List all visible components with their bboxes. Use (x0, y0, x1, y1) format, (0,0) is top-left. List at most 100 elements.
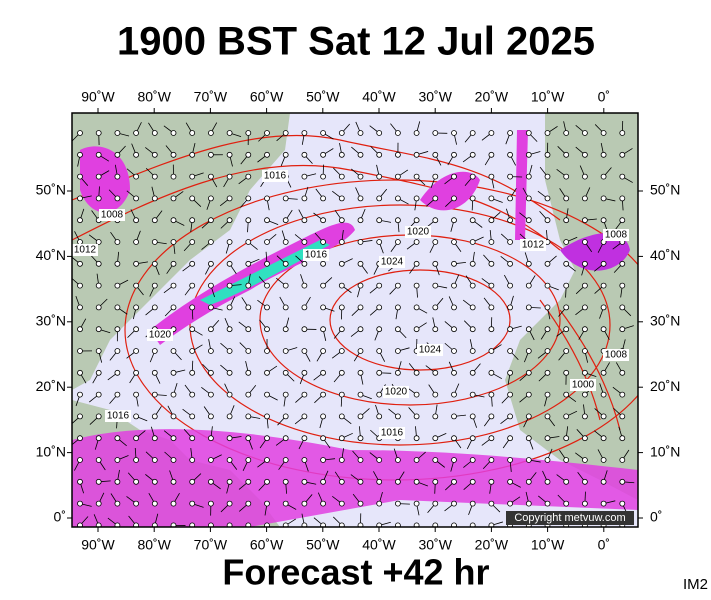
station (338, 130, 345, 136)
station (376, 326, 383, 333)
station (189, 326, 196, 333)
station (488, 151, 495, 158)
station (320, 500, 327, 507)
isobar-label: 1016 (381, 428, 404, 439)
lon-label-bottom: 50˚W (306, 537, 340, 553)
station (432, 151, 439, 158)
station (95, 130, 102, 136)
station (507, 369, 514, 376)
station (619, 195, 626, 202)
isobar-label-box (417, 344, 443, 356)
station (507, 391, 514, 398)
station (600, 369, 607, 376)
station (469, 239, 476, 245)
station (619, 130, 626, 136)
station (264, 151, 270, 158)
station (432, 391, 439, 398)
station (413, 391, 420, 398)
station (413, 304, 420, 311)
station (394, 369, 401, 376)
station (488, 173, 495, 180)
station (357, 478, 364, 485)
station (338, 413, 345, 420)
station (507, 478, 514, 485)
station (432, 369, 439, 376)
lon-label-top: 40˚W (362, 89, 396, 105)
station (226, 217, 233, 224)
station (264, 130, 270, 136)
station (264, 195, 270, 202)
station (301, 369, 308, 376)
station (338, 457, 345, 463)
station (582, 326, 588, 333)
station (394, 151, 401, 158)
station (469, 500, 476, 507)
station (582, 478, 588, 485)
station (525, 282, 532, 289)
station (114, 522, 121, 527)
station (170, 413, 177, 420)
station (170, 522, 177, 527)
station (189, 173, 196, 180)
station (189, 457, 196, 463)
station (619, 478, 626, 485)
station (264, 217, 270, 224)
station (95, 457, 102, 463)
station (338, 195, 345, 202)
station (207, 457, 214, 463)
station (301, 326, 308, 333)
station (282, 413, 289, 420)
station (357, 260, 364, 267)
station (207, 348, 214, 354)
station (469, 326, 476, 333)
station (469, 522, 476, 527)
station (376, 195, 383, 202)
station (207, 500, 214, 507)
station (469, 130, 476, 136)
station (189, 478, 196, 485)
station (264, 304, 270, 311)
station (77, 304, 83, 311)
isobar-label: 1020 (407, 227, 430, 238)
station (432, 457, 439, 463)
station (226, 413, 233, 420)
station (264, 369, 270, 376)
station (582, 282, 588, 289)
station (95, 435, 102, 442)
station (133, 195, 140, 202)
station (170, 239, 177, 245)
station (600, 195, 607, 202)
station (189, 391, 196, 398)
station (488, 239, 495, 245)
station (507, 326, 514, 333)
station (95, 304, 102, 311)
station (507, 173, 514, 180)
station (189, 130, 196, 136)
station (301, 130, 308, 136)
station (245, 304, 252, 311)
station (488, 217, 495, 224)
station (600, 260, 607, 267)
station (207, 304, 214, 311)
station (245, 326, 252, 333)
station (357, 457, 364, 463)
station (95, 195, 102, 202)
station (563, 282, 570, 289)
station (226, 260, 233, 267)
station (338, 282, 345, 289)
station (488, 326, 495, 333)
lat-label-right: 30˚N (650, 313, 680, 329)
station (600, 151, 607, 158)
station (245, 500, 252, 507)
station (151, 282, 158, 289)
station (77, 457, 83, 463)
station (301, 260, 308, 267)
station (77, 282, 83, 289)
lon-label-top: 60˚W (250, 89, 284, 105)
station (95, 391, 102, 398)
station (170, 195, 177, 202)
station (582, 413, 588, 420)
station (413, 522, 420, 527)
station (376, 478, 383, 485)
